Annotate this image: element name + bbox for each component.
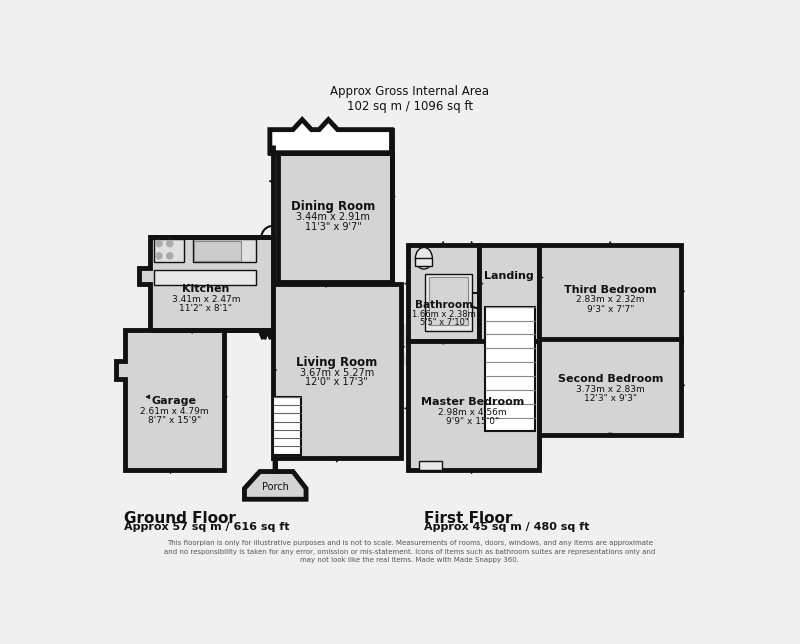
Bar bbox=[539, 245, 681, 341]
Bar bbox=[193, 239, 256, 262]
Bar bbox=[273, 283, 401, 459]
Text: SALES  ·  LETTINGS: SALES · LETTINGS bbox=[329, 402, 476, 417]
Polygon shape bbox=[269, 179, 273, 183]
Bar bbox=[409, 341, 539, 470]
Bar bbox=[278, 153, 391, 282]
Text: Porch: Porch bbox=[262, 482, 289, 492]
Polygon shape bbox=[470, 242, 474, 245]
Bar bbox=[154, 270, 256, 285]
Text: Third Bedroom: Third Bedroom bbox=[564, 285, 657, 295]
Polygon shape bbox=[169, 470, 173, 474]
Bar bbox=[273, 397, 301, 455]
Polygon shape bbox=[405, 281, 409, 285]
Polygon shape bbox=[539, 276, 543, 279]
Polygon shape bbox=[681, 383, 685, 387]
Text: HIBBERT: HIBBERT bbox=[315, 322, 490, 356]
Text: 3.41m x 2.47m: 3.41m x 2.47m bbox=[172, 294, 240, 303]
Text: Landing: Landing bbox=[484, 271, 534, 281]
Bar bbox=[426, 274, 472, 332]
Polygon shape bbox=[324, 283, 328, 287]
Polygon shape bbox=[190, 330, 194, 334]
Text: 9'3" x 7'7": 9'3" x 7'7" bbox=[586, 305, 634, 314]
Polygon shape bbox=[441, 341, 445, 345]
Circle shape bbox=[156, 253, 162, 259]
Text: Approx 57 sq m / 616 sq ft: Approx 57 sq m / 616 sq ft bbox=[123, 522, 289, 531]
Text: Approx Gross Internal Area
102 sq m / 1096 sq ft: Approx Gross Internal Area 102 sq m / 10… bbox=[330, 85, 490, 113]
Bar bbox=[430, 278, 468, 325]
Bar bbox=[409, 245, 479, 341]
Polygon shape bbox=[224, 395, 227, 399]
Polygon shape bbox=[139, 238, 273, 330]
Text: HOMES: HOMES bbox=[328, 344, 476, 377]
Polygon shape bbox=[245, 459, 306, 499]
Polygon shape bbox=[681, 289, 685, 293]
Text: 5'5" x 7'10": 5'5" x 7'10" bbox=[419, 318, 468, 327]
Polygon shape bbox=[271, 235, 275, 239]
Polygon shape bbox=[146, 395, 150, 399]
Text: Living Room: Living Room bbox=[296, 355, 378, 368]
Text: Garage: Garage bbox=[152, 395, 197, 406]
Text: 8'7" x 15'9": 8'7" x 15'9" bbox=[148, 416, 201, 425]
Text: Kitchen: Kitchen bbox=[182, 284, 230, 294]
Text: 12'3" x 9'3": 12'3" x 9'3" bbox=[584, 394, 637, 403]
Polygon shape bbox=[538, 339, 542, 343]
Text: 2.61m x 4.79m: 2.61m x 4.79m bbox=[140, 407, 209, 416]
Text: 12'0" x 17'3": 12'0" x 17'3" bbox=[306, 377, 368, 387]
Polygon shape bbox=[116, 330, 224, 470]
Circle shape bbox=[156, 240, 162, 247]
Text: 11'3" x 9'7": 11'3" x 9'7" bbox=[305, 222, 362, 232]
Text: 2.83m x 2.32m: 2.83m x 2.32m bbox=[576, 296, 645, 305]
Bar bbox=[270, 129, 391, 153]
Text: First Floor: First Floor bbox=[424, 511, 512, 526]
Circle shape bbox=[166, 240, 173, 247]
Text: Bathroom: Bathroom bbox=[415, 300, 473, 310]
Text: This floorplan is only for illustrative purposes and is not to scale. Measuremen: This floorplan is only for illustrative … bbox=[164, 540, 656, 563]
Text: 2.98m x 4.56m: 2.98m x 4.56m bbox=[438, 408, 506, 417]
Polygon shape bbox=[608, 242, 612, 245]
Text: 3.73m x 2.83m: 3.73m x 2.83m bbox=[576, 384, 645, 393]
Polygon shape bbox=[401, 345, 405, 348]
Text: Dining Room: Dining Room bbox=[291, 200, 375, 213]
Polygon shape bbox=[608, 433, 612, 437]
Text: 11'2" x 8'1": 11'2" x 8'1" bbox=[179, 304, 233, 313]
Bar bbox=[419, 460, 442, 470]
Bar bbox=[539, 339, 681, 435]
Circle shape bbox=[166, 253, 173, 259]
Text: Ground Floor: Ground Floor bbox=[123, 511, 235, 526]
Ellipse shape bbox=[415, 247, 432, 269]
Text: Second Bedroom: Second Bedroom bbox=[558, 374, 663, 384]
Polygon shape bbox=[270, 120, 391, 153]
Polygon shape bbox=[441, 242, 445, 245]
Bar bbox=[415, 258, 432, 266]
Text: 9'9" x 15'0": 9'9" x 15'0" bbox=[446, 417, 499, 426]
Text: 3.67m x 5.27m: 3.67m x 5.27m bbox=[300, 368, 374, 378]
Bar bbox=[154, 239, 184, 262]
Text: Approx 45 sq m / 480 sq ft: Approx 45 sq m / 480 sq ft bbox=[424, 522, 590, 531]
Text: 1.66m x 2.38m: 1.66m x 2.38m bbox=[412, 310, 476, 319]
Polygon shape bbox=[335, 459, 338, 462]
Text: Master Bedroom: Master Bedroom bbox=[421, 397, 524, 407]
Polygon shape bbox=[391, 194, 395, 198]
Polygon shape bbox=[470, 470, 474, 474]
Polygon shape bbox=[405, 406, 409, 410]
Bar bbox=[194, 240, 241, 261]
Polygon shape bbox=[273, 368, 277, 372]
Bar bbox=[479, 245, 539, 462]
Bar bbox=[486, 307, 534, 431]
Text: 3.44m x 2.91m: 3.44m x 2.91m bbox=[296, 213, 370, 222]
Polygon shape bbox=[479, 281, 483, 285]
